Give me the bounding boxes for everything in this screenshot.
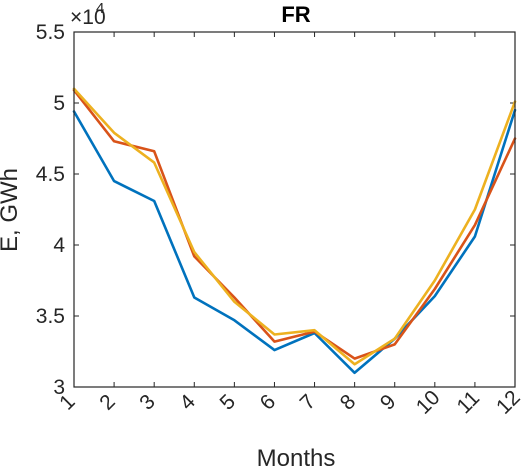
x-tick-label: 1 <box>55 390 80 415</box>
chart-title: FR <box>281 2 310 27</box>
plot-background <box>74 32 515 387</box>
y-tick-label: 4.5 <box>36 163 65 186</box>
y-tick-label: 5.5 <box>36 21 65 44</box>
y-tick-label: 5 <box>53 92 65 115</box>
series-line-1 <box>72 108 517 375</box>
x-tick-label: 7 <box>296 390 321 415</box>
series-line-2 <box>72 88 517 360</box>
y-multiplier-exponent: 4 <box>96 0 104 17</box>
x-tick-label: 3 <box>135 390 160 415</box>
y-multiplier-base: ×10 <box>70 6 106 29</box>
x-tick-label: 9 <box>376 390 401 415</box>
y-tick-label: 3.5 <box>36 305 65 328</box>
y-tick-label: 4 <box>53 234 65 257</box>
x-tick-label: 8 <box>336 390 361 415</box>
plot-frame <box>73 31 516 388</box>
series-line-3 <box>72 87 517 366</box>
y-axis-label: E, GWh <box>0 168 23 252</box>
x-axis-label: Months <box>257 445 336 470</box>
x-tick-label: 12 <box>492 386 525 419</box>
y-multiplier: ×10 4 <box>70 0 106 29</box>
x-tick-label: 10 <box>412 386 445 419</box>
plot-area: 33.544.555.51 2 3 4 5 6 7 8 9 10 11 12 <box>36 21 525 419</box>
y-tick-label: 3 <box>53 376 65 399</box>
x-tick-label: 4 <box>175 390 200 415</box>
x-tick-label: 5 <box>216 390 241 415</box>
x-tick-label: 2 <box>95 390 120 415</box>
x-tick-label: 11 <box>452 387 484 419</box>
x-tick-label: 6 <box>256 390 281 415</box>
